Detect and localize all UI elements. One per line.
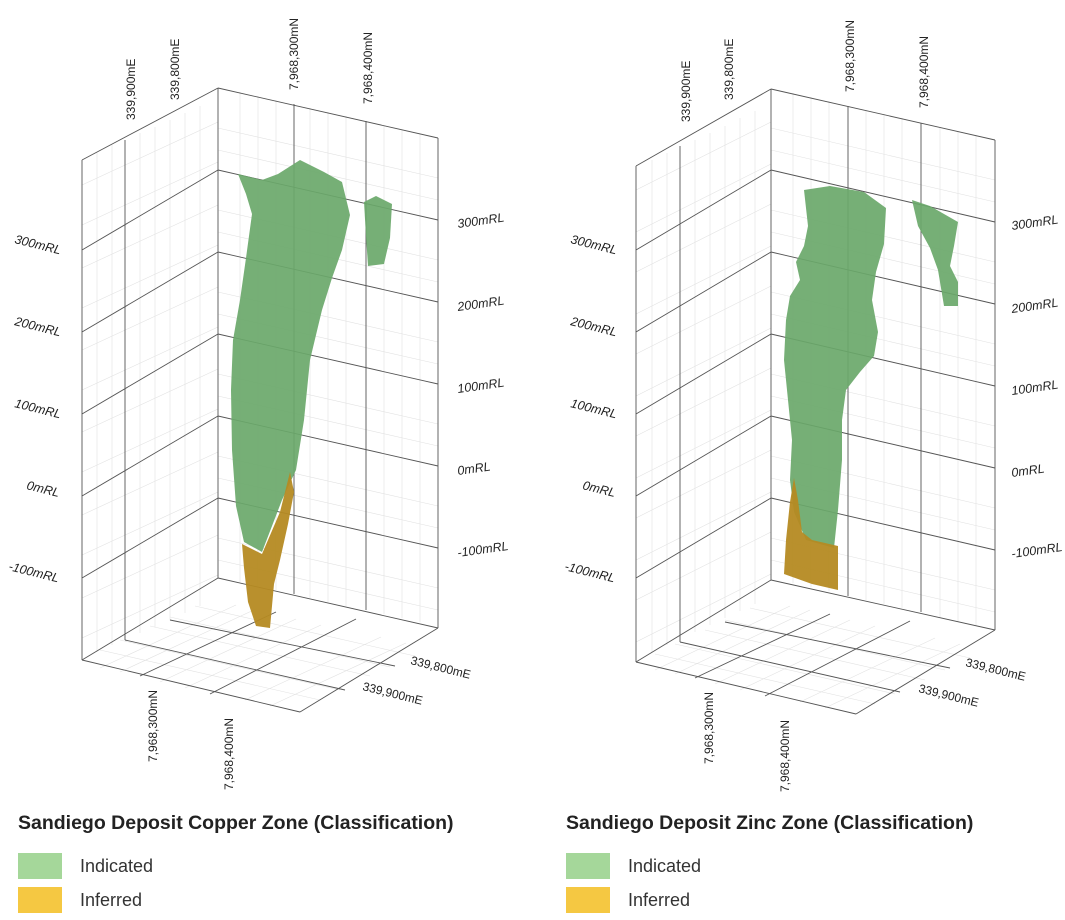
copper-easting-top-2: 339,800mE xyxy=(168,39,182,100)
zinc-rl-left-200: 200mRL xyxy=(568,314,618,339)
zinc-rl-right-0: 0mRL xyxy=(1010,461,1045,480)
zinc-northing-top-2: 7,968,400mN xyxy=(917,36,931,108)
zinc-legend-title: Sandiego Deposit Zinc Zone (Classificati… xyxy=(566,812,974,834)
copper-legend-item-indicated: Indicated xyxy=(18,849,518,883)
copper-rl-left-200: 200mRL xyxy=(12,314,62,339)
indicated-swatch xyxy=(18,853,62,879)
zinc-inferred-zone xyxy=(784,478,838,590)
copper-orebody xyxy=(231,160,392,628)
copper-grid xyxy=(81,87,439,713)
copper-legend-item-inferred: Inferred xyxy=(18,883,518,917)
zinc-legend-item-indicated: Indicated xyxy=(566,849,1065,883)
zinc-indicated-side-zone xyxy=(912,200,958,306)
zinc-legend-item-inferred: Inferred xyxy=(566,883,1065,917)
legend-label: Indicated xyxy=(80,855,154,876)
copper-legend: Sandiego Deposit Copper Zone (Classifica… xyxy=(18,812,518,917)
zinc-northing-top-1: 7,968,300mN xyxy=(843,20,857,92)
copper-panel: 339,900mE 339,800mE 7,968,300mN 7,968,40… xyxy=(7,18,509,790)
zinc-legend: Sandiego Deposit Zinc Zone (Classificati… xyxy=(566,812,1065,917)
zinc-orebody xyxy=(784,186,958,590)
copper-northing-top-2: 7,968,400mN xyxy=(361,32,375,104)
copper-indicated-zone xyxy=(231,160,350,552)
zinc-rl-left-100: 100mRL xyxy=(569,396,618,421)
legend-label: Inferred xyxy=(628,889,691,910)
copper-legend-title: Sandiego Deposit Copper Zone (Classifica… xyxy=(18,812,454,834)
zinc-rl-right-200: 200mRL xyxy=(1009,296,1059,317)
legend-label: Indicated xyxy=(628,855,702,876)
zinc-indicated-zone xyxy=(784,186,886,548)
zinc-rl-right-neg100: -100mRL xyxy=(1010,540,1063,561)
copper-inferred-zone xyxy=(242,472,294,628)
zinc-easting-top-2: 339,800mE xyxy=(722,39,736,100)
zinc-rl-left-neg100: -100mRL xyxy=(563,559,616,585)
copper-northing-bottom-1: 7,968,300mN xyxy=(146,690,160,762)
inferred-swatch xyxy=(566,887,610,913)
zinc-easting-bottom-1: 339,800mE xyxy=(964,655,1027,683)
copper-easting-bottom-2: 339,900mE xyxy=(361,679,424,707)
zinc-rl-left-300: 300mRL xyxy=(569,232,618,257)
copper-indicated-side-zone xyxy=(364,196,392,266)
zinc-easting-bottom-2: 339,900mE xyxy=(917,681,980,709)
zinc-panel: 339,900mE 339,800mE 7,968,300mN 7,968,40… xyxy=(563,20,1063,792)
block-model-scene: 339,900mE 339,800mE 7,968,300mN 7,968,40… xyxy=(7,18,1063,792)
copper-rl-left-0: 0mRL xyxy=(25,478,61,500)
copper-rl-left-300: 300mRL xyxy=(13,232,62,257)
zinc-rl-right-100: 100mRL xyxy=(1010,378,1059,398)
copper-easting-top-1: 339,900mE xyxy=(124,59,138,120)
copper-northing-bottom-2: 7,968,400mN xyxy=(222,718,236,790)
zinc-northing-bottom-2: 7,968,400mN xyxy=(778,720,792,792)
copper-easting-bottom-1: 339,800mE xyxy=(409,653,472,681)
copper-axis-labels: 339,900mE 339,800mE 7,968,300mN 7,968,40… xyxy=(7,18,509,790)
copper-northing-top-1: 7,968,300mN xyxy=(287,18,301,90)
copper-rl-right-300: 300mRL xyxy=(456,211,505,231)
copper-rl-right-100: 100mRL xyxy=(456,376,505,396)
legend-label: Inferred xyxy=(80,889,143,910)
copper-rl-right-200: 200mRL xyxy=(455,294,505,315)
indicated-swatch xyxy=(566,853,610,879)
zinc-rl-left-0: 0mRL xyxy=(581,478,617,500)
zinc-easting-top-1: 339,900mE xyxy=(679,61,693,122)
copper-rl-right-neg100: -100mRL xyxy=(456,539,509,560)
zinc-northing-bottom-1: 7,968,300mN xyxy=(702,692,716,764)
zinc-rl-right-300: 300mRL xyxy=(1010,213,1059,233)
inferred-swatch xyxy=(18,887,62,913)
copper-rl-left-neg100: -100mRL xyxy=(7,559,60,585)
copper-rl-right-0: 0mRL xyxy=(456,459,491,478)
copper-rl-left-100: 100mRL xyxy=(13,396,62,421)
